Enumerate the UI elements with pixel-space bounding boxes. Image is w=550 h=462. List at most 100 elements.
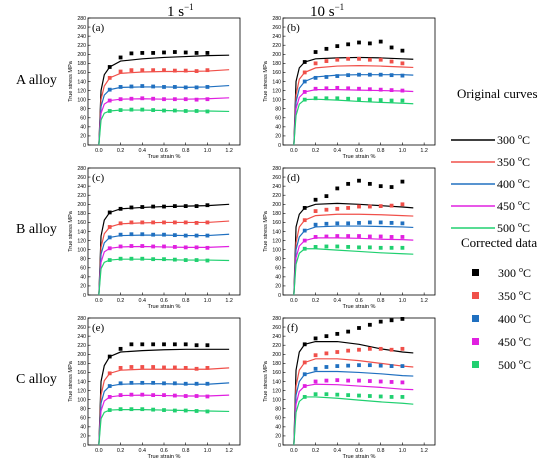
data-point-450 <box>378 379 383 384</box>
y-tick-label: 260 <box>77 325 86 331</box>
y-tick-label: 20 <box>275 134 281 140</box>
data-point-450 <box>302 384 307 388</box>
x-tick-label: 1.0 <box>399 148 407 154</box>
data-point-300 <box>129 51 134 56</box>
x-axis-label: True strain % <box>147 454 180 460</box>
data-point-400 <box>302 79 307 84</box>
data-point-400 <box>389 220 394 225</box>
data-point-300 <box>151 204 156 209</box>
data-point-450 <box>389 380 394 384</box>
data-point-350 <box>194 366 199 371</box>
data-point-500 <box>367 97 372 102</box>
chart-panel: 0 20 40 60 80 100 120 140 160 180 200 220 240 260 280 0… <box>263 16 436 160</box>
y-tick-label: 140 <box>77 379 86 385</box>
y-tick-label: 180 <box>272 211 281 217</box>
x-tick-label: 0.6 <box>160 148 168 154</box>
data-point-500 <box>302 395 307 399</box>
data-point-350 <box>162 220 166 225</box>
data-point-500 <box>162 108 166 113</box>
x-tick-label: 0.0 <box>95 148 103 154</box>
data-point-400 <box>107 235 112 240</box>
data-point-300 <box>172 204 177 208</box>
data-point-500 <box>335 244 340 249</box>
data-point-400 <box>302 372 307 377</box>
y-tick-label: 20 <box>80 434 86 440</box>
data-point-500 <box>400 98 405 103</box>
legend-point-label: 400 oC <box>498 311 532 326</box>
x-axis-label: True strain % <box>147 304 180 310</box>
column-header-10s: 10 s−1 <box>310 2 345 20</box>
data-point-300 <box>389 185 394 189</box>
y-tick-label: 220 <box>77 43 86 49</box>
data-point-500 <box>183 109 188 113</box>
y-tick-label: 140 <box>77 229 86 235</box>
data-point-450 <box>172 97 177 102</box>
data-point-350 <box>118 221 123 226</box>
data-point-350 <box>129 68 134 73</box>
row-header-c-alloy: C alloy <box>16 372 57 387</box>
y-tick-label: 0 <box>83 143 86 149</box>
data-point-300 <box>357 326 361 330</box>
data-point-300 <box>140 205 145 209</box>
y-tick-label: 20 <box>275 434 281 440</box>
y-tick-label: 20 <box>80 284 86 290</box>
data-point-450 <box>194 394 199 398</box>
legend-curve-label: 450 oC <box>497 198 531 213</box>
data-point-400 <box>183 85 188 90</box>
data-point-400 <box>335 74 340 78</box>
data-point-450 <box>162 393 166 398</box>
y-tick-label: 100 <box>77 247 86 253</box>
data-point-300 <box>302 342 307 347</box>
data-point-300 <box>107 65 112 69</box>
data-point-300 <box>357 178 361 183</box>
data-point-500 <box>346 245 351 249</box>
data-point-300 <box>162 342 166 347</box>
data-point-400 <box>324 75 329 79</box>
y-axis-label: True stress MPa <box>68 360 74 402</box>
data-point-400 <box>162 381 166 386</box>
legend-point-swatch <box>472 269 479 276</box>
chart-panel: 0 20 40 60 80 100 120 140 160 180 200 220 240 260 280 0… <box>263 166 436 310</box>
data-point-350 <box>357 347 361 352</box>
data-point-500 <box>324 392 329 397</box>
data-point-400 <box>151 380 156 385</box>
data-point-350 <box>378 204 383 208</box>
data-point-400 <box>335 221 340 226</box>
data-point-350 <box>324 207 329 212</box>
data-point-350 <box>183 68 188 73</box>
y-tick-label: 160 <box>77 70 86 76</box>
legend-point-swatch <box>472 315 479 322</box>
x-tick-label: 0.8 <box>182 148 190 154</box>
series-curve-300 <box>293 340 414 446</box>
data-point-500 <box>151 257 156 262</box>
data-point-300 <box>313 50 318 54</box>
panel-label: (f) <box>287 322 298 334</box>
data-point-400 <box>118 85 123 89</box>
data-point-350 <box>162 68 166 73</box>
series-curve-450 <box>293 89 414 146</box>
y-tick-label: 80 <box>275 257 281 263</box>
x-tick-label: 0.4 <box>139 298 147 304</box>
data-point-300 <box>335 186 340 191</box>
series-curve-300 <box>98 348 230 446</box>
data-point-300 <box>324 334 329 339</box>
y-tick-label: 280 <box>272 16 281 22</box>
y-tick-label: 60 <box>275 416 281 422</box>
data-point-350 <box>389 203 394 208</box>
data-point-500 <box>107 408 112 412</box>
y-tick-label: 80 <box>275 407 281 413</box>
y-tick-label: 260 <box>272 325 281 331</box>
y-tick-label: 60 <box>275 266 281 272</box>
data-point-450 <box>140 392 145 397</box>
y-tick-label: 240 <box>272 334 281 340</box>
data-point-400 <box>172 381 177 386</box>
data-point-350 <box>346 56 351 61</box>
series-curve-350 <box>293 213 414 296</box>
data-point-350 <box>129 220 134 225</box>
y-axis-label: True stress MPa <box>68 210 74 252</box>
data-point-450 <box>346 234 351 238</box>
data-point-500 <box>378 98 383 102</box>
series-curve-400 <box>98 382 230 446</box>
x-tick-label: 1.0 <box>399 298 407 304</box>
data-point-500 <box>389 395 394 399</box>
